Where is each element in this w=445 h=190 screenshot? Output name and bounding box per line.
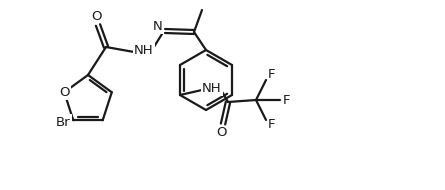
Text: O: O <box>91 10 101 24</box>
Text: N: N <box>153 20 163 32</box>
Text: O: O <box>59 86 69 99</box>
Text: NH: NH <box>134 44 154 56</box>
Text: O: O <box>216 126 226 139</box>
Text: Br: Br <box>56 116 70 129</box>
Text: F: F <box>282 93 290 107</box>
Text: NH: NH <box>202 82 222 94</box>
Text: F: F <box>267 119 275 131</box>
Text: F: F <box>267 69 275 82</box>
